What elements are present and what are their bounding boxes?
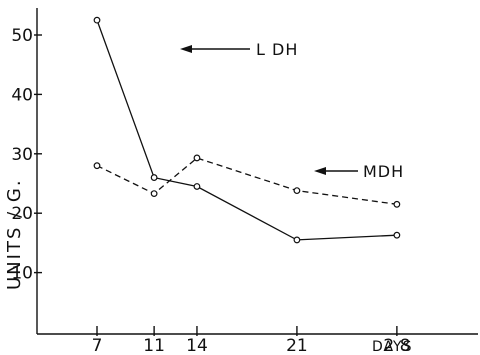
data-point bbox=[393, 231, 401, 239]
x-tick-label: 11 bbox=[143, 336, 165, 355]
annotation-ldh: L DH bbox=[180, 40, 298, 59]
data-point bbox=[393, 200, 401, 208]
data-point bbox=[193, 183, 201, 190]
y-ticks: 10 20 30 40 50 bbox=[11, 26, 42, 284]
y-tick-label: 40 bbox=[11, 85, 33, 105]
data-point bbox=[93, 162, 101, 170]
series-mdh bbox=[93, 154, 401, 208]
y-tick-label: 10 bbox=[11, 264, 33, 284]
data-point bbox=[193, 154, 201, 162]
data-point bbox=[93, 16, 101, 24]
data-point bbox=[150, 190, 158, 197]
arrow-head bbox=[314, 167, 326, 175]
y-tick-label: 20 bbox=[11, 204, 33, 224]
x-tick-label: 7 bbox=[92, 336, 103, 355]
y-tick-label: 50 bbox=[11, 26, 33, 46]
series-line bbox=[96, 19, 397, 241]
series-group bbox=[93, 16, 401, 244]
data-point bbox=[293, 236, 301, 244]
annotation-label: MDH bbox=[363, 162, 404, 181]
x-axis-title: DAYS bbox=[372, 339, 412, 355]
x-tick-label: 14 bbox=[186, 336, 208, 355]
annotation-mdh: MDH bbox=[314, 162, 404, 181]
axes bbox=[36, 8, 478, 335]
annotations: L DH MDH bbox=[180, 40, 404, 181]
x-tick-label: 2 8 bbox=[383, 336, 410, 355]
series-line bbox=[96, 157, 397, 205]
series-ldh bbox=[93, 16, 401, 244]
annotation-label: L DH bbox=[256, 40, 298, 59]
data-point bbox=[150, 174, 158, 181]
y-tick-label: 30 bbox=[11, 145, 33, 165]
x-ticks: 7 11 14 21 2 8 bbox=[92, 326, 410, 355]
arrow-head bbox=[180, 45, 192, 53]
data-point bbox=[293, 187, 301, 195]
x-tick-label: 21 bbox=[286, 336, 308, 355]
y-axis-title: UNITS / G. bbox=[4, 178, 25, 290]
